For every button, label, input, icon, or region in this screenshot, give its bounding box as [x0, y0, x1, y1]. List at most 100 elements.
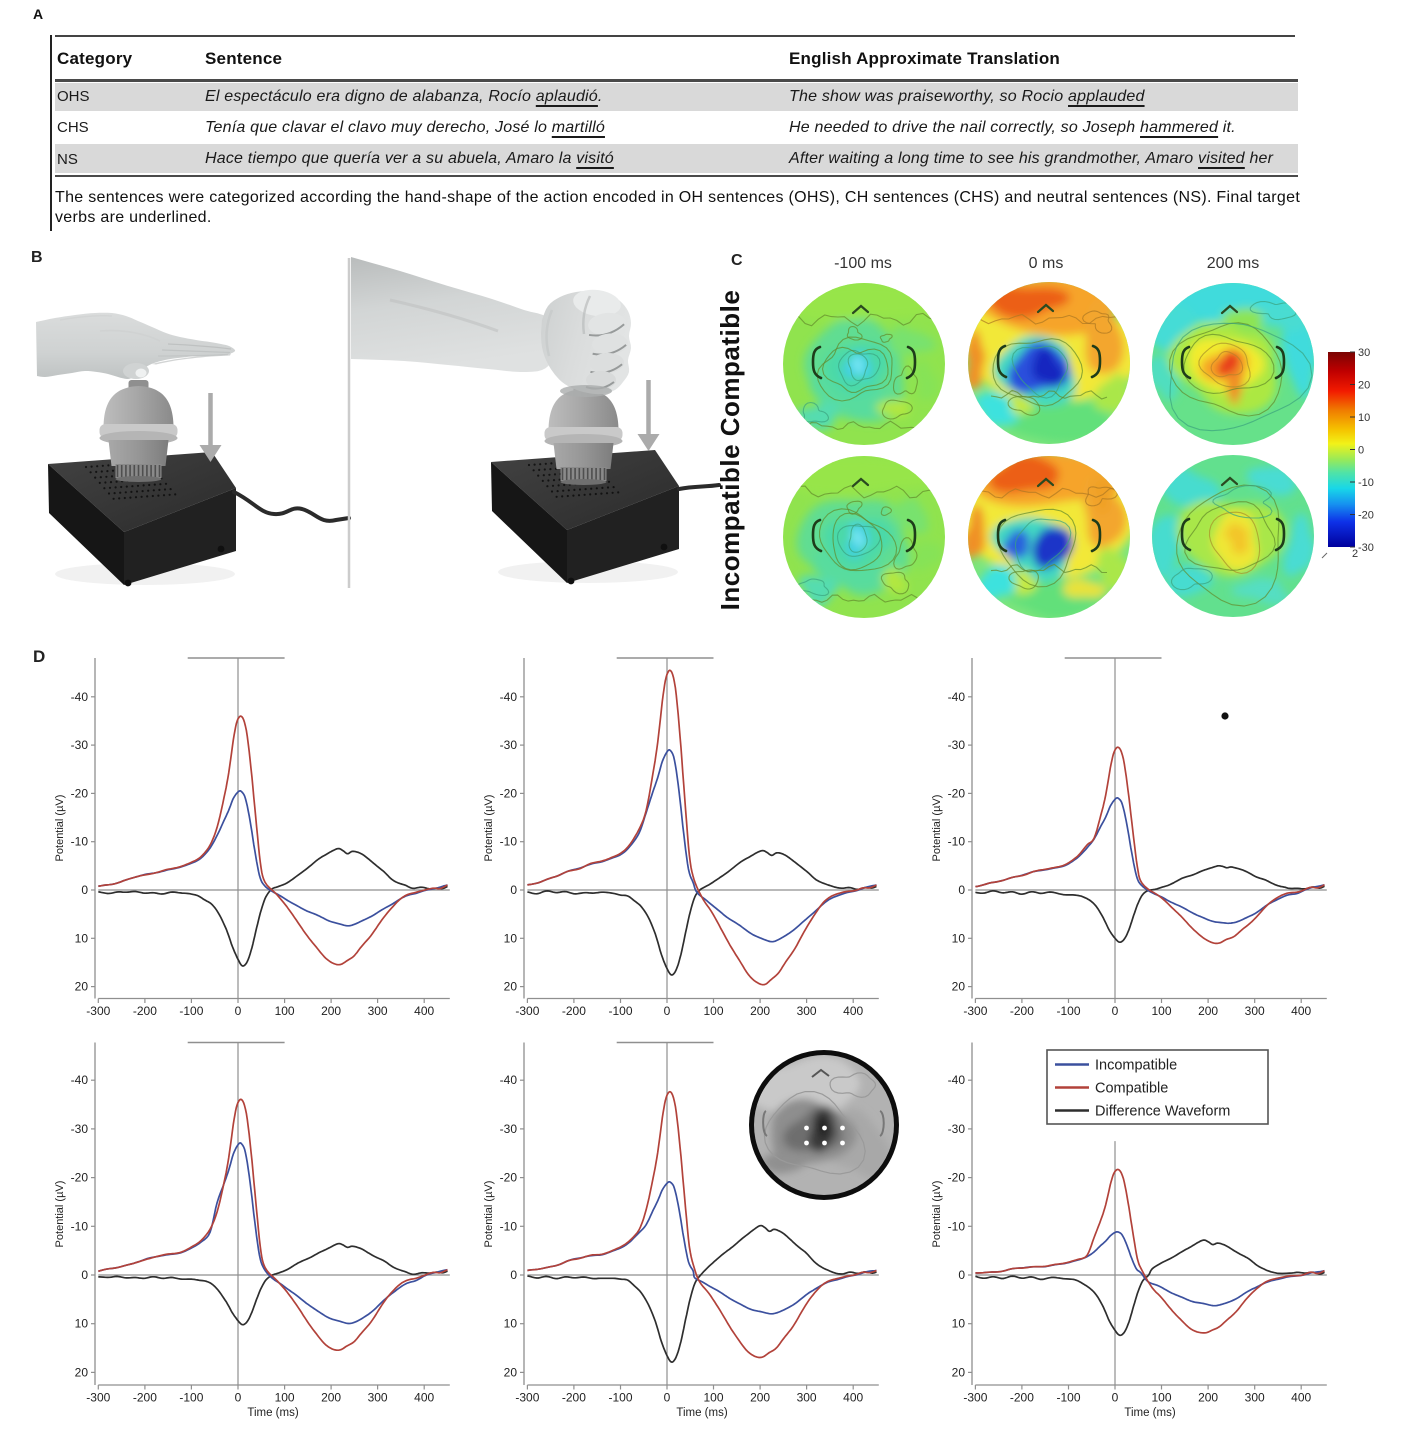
svg-text:-300: -300: [515, 1004, 539, 1018]
svg-text:-40: -40: [948, 690, 966, 704]
svg-text:0: 0: [1358, 445, 1364, 457]
svg-text:-20: -20: [948, 1171, 966, 1185]
svg-text:Compatible: Compatible: [1095, 1081, 1168, 1097]
svg-text:300: 300: [797, 1391, 817, 1405]
svg-text:20: 20: [504, 980, 518, 994]
svg-text:200: 200: [1198, 1391, 1218, 1405]
svg-text:100: 100: [703, 1004, 723, 1018]
svg-text:0: 0: [1112, 1004, 1119, 1018]
svg-text:Potential (µV): Potential (µV): [931, 1181, 943, 1248]
svg-text:20: 20: [75, 1365, 89, 1379]
svg-text:C: C: [731, 252, 743, 269]
svg-text:200: 200: [750, 1004, 770, 1018]
svg-text:0: 0: [958, 1268, 965, 1282]
svg-text:-10: -10: [71, 1219, 89, 1233]
svg-text:-20: -20: [948, 786, 966, 800]
svg-text:-200: -200: [1010, 1391, 1034, 1405]
svg-text:0: 0: [81, 883, 88, 897]
svg-text:20: 20: [1358, 380, 1370, 392]
svg-text:-10: -10: [948, 835, 966, 849]
svg-text:-10: -10: [1358, 477, 1374, 489]
svg-text:10: 10: [75, 1317, 89, 1331]
svg-text:20: 20: [952, 980, 966, 994]
svg-text:-200: -200: [133, 1391, 157, 1405]
svg-text:10: 10: [75, 931, 89, 945]
svg-text:10: 10: [952, 1317, 966, 1331]
svg-text:Incompatible Compatible: Incompatible Compatible: [715, 290, 745, 611]
svg-text:-200: -200: [1010, 1004, 1034, 1018]
svg-text:-30: -30: [71, 738, 89, 752]
svg-text:-10: -10: [71, 835, 89, 849]
svg-text:0: 0: [1112, 1391, 1119, 1405]
svg-text:Incompatible: Incompatible: [1095, 1058, 1177, 1074]
svg-text:-300: -300: [963, 1391, 987, 1405]
svg-text:0: 0: [664, 1004, 671, 1018]
svg-text:-20: -20: [500, 786, 518, 800]
svg-text:400: 400: [843, 1004, 863, 1018]
svg-text:-10: -10: [948, 1219, 966, 1233]
svg-text:Potential (µV): Potential (µV): [54, 1181, 66, 1248]
svg-text:-30: -30: [71, 1122, 89, 1136]
svg-text:Time (ms): Time (ms): [676, 1407, 727, 1419]
svg-text:10: 10: [504, 931, 518, 945]
svg-text:10: 10: [952, 931, 966, 945]
svg-text:400: 400: [843, 1391, 863, 1405]
svg-text:-100: -100: [608, 1391, 632, 1405]
svg-text:200: 200: [1198, 1004, 1218, 1018]
svg-text:-20: -20: [71, 786, 89, 800]
svg-text:400: 400: [414, 1391, 434, 1405]
svg-text:B: B: [31, 249, 43, 266]
svg-text:20: 20: [504, 1365, 518, 1379]
svg-text:-200: -200: [562, 1391, 586, 1405]
svg-text:0: 0: [510, 1268, 517, 1282]
svg-text:-20: -20: [71, 1171, 89, 1185]
svg-text:200: 200: [750, 1391, 770, 1405]
svg-text:100: 100: [1151, 1004, 1171, 1018]
svg-text:-40: -40: [948, 1073, 966, 1087]
svg-text:-100: -100: [1056, 1004, 1080, 1018]
svg-text:-300: -300: [86, 1004, 110, 1018]
svg-text:400: 400: [1291, 1391, 1311, 1405]
svg-text:Time (ms): Time (ms): [247, 1407, 298, 1419]
svg-text:-300: -300: [963, 1004, 987, 1018]
svg-text:-20: -20: [1358, 510, 1374, 522]
svg-text:300: 300: [368, 1004, 388, 1018]
svg-text:0: 0: [958, 883, 965, 897]
svg-text:-100: -100: [608, 1004, 632, 1018]
svg-text:100: 100: [275, 1004, 295, 1018]
svg-text:-40: -40: [500, 690, 518, 704]
svg-text:Potential (µV): Potential (µV): [483, 1181, 495, 1248]
svg-text:-100: -100: [179, 1391, 203, 1405]
svg-text:-100: -100: [1056, 1391, 1080, 1405]
svg-text:200 ms: 200 ms: [1207, 255, 1259, 272]
svg-text:400: 400: [414, 1004, 434, 1018]
svg-text:100: 100: [1151, 1391, 1171, 1405]
svg-text:100: 100: [703, 1391, 723, 1405]
svg-text:D: D: [33, 647, 45, 666]
svg-text:-200: -200: [133, 1004, 157, 1018]
svg-text:Potential (µV): Potential (µV): [931, 795, 943, 862]
svg-text:Potential (µV): Potential (µV): [54, 795, 66, 862]
svg-text:20: 20: [952, 1365, 966, 1379]
svg-text:300: 300: [1245, 1004, 1265, 1018]
svg-text:-10: -10: [500, 835, 518, 849]
svg-text:0: 0: [664, 1391, 671, 1405]
svg-text:400: 400: [1291, 1004, 1311, 1018]
svg-text:0 ms: 0 ms: [1029, 255, 1064, 272]
svg-text:-300: -300: [515, 1391, 539, 1405]
svg-text:-30: -30: [948, 1122, 966, 1136]
svg-text:10: 10: [504, 1317, 518, 1331]
svg-text:300: 300: [368, 1391, 388, 1405]
svg-text:300: 300: [1245, 1391, 1265, 1405]
svg-text:20: 20: [75, 980, 89, 994]
svg-text:-30: -30: [500, 738, 518, 752]
svg-text:-40: -40: [71, 690, 89, 704]
svg-text:30: 30: [1358, 347, 1370, 359]
svg-text:-30: -30: [1358, 542, 1374, 554]
svg-text:-20: -20: [500, 1171, 518, 1185]
svg-text:200: 200: [321, 1004, 341, 1018]
svg-text:100: 100: [275, 1391, 295, 1405]
svg-text:Time (ms): Time (ms): [1124, 1407, 1175, 1419]
svg-text:2: 2: [1352, 548, 1358, 560]
svg-text:-10: -10: [500, 1219, 518, 1233]
